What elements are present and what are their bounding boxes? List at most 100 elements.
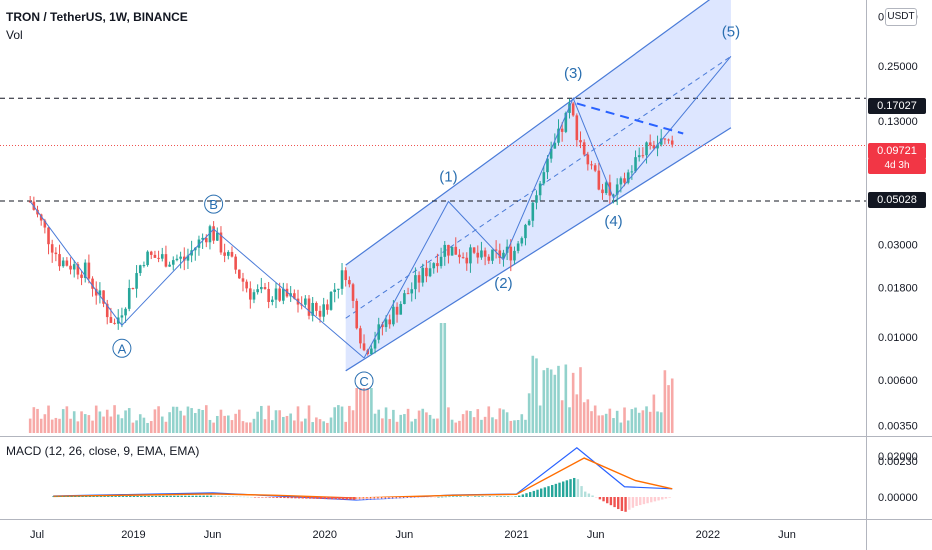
volume-bar bbox=[61, 409, 65, 433]
macd-histogram-bar bbox=[184, 495, 187, 497]
macd-histogram-bar bbox=[562, 481, 565, 497]
macd-histogram-bar bbox=[217, 495, 220, 497]
macd-histogram-bar bbox=[558, 482, 561, 497]
candle-body bbox=[381, 324, 384, 328]
candle-body bbox=[659, 138, 663, 145]
candle-body bbox=[182, 256, 186, 261]
macd-histogram-bar bbox=[242, 496, 246, 498]
volume-bar bbox=[480, 419, 483, 433]
candle-body bbox=[395, 306, 399, 315]
candle-body bbox=[549, 148, 553, 159]
macd-histogram-bar bbox=[224, 496, 227, 497]
volume-bar bbox=[373, 413, 377, 433]
volume-bar bbox=[245, 422, 248, 433]
macd-histogram-bar bbox=[400, 497, 403, 499]
volume-bar bbox=[146, 422, 149, 433]
macd-histogram-bar bbox=[283, 497, 286, 499]
macd-indicator-label[interactable]: MACD (12, 26, close, 9, EMA, EMA) bbox=[6, 444, 200, 458]
candle-body bbox=[516, 243, 520, 251]
macd-histogram-bar bbox=[55, 496, 59, 497]
macd-histogram-bar bbox=[639, 497, 642, 506]
macd-histogram-bar bbox=[316, 497, 319, 499]
resistance-dashed-line bbox=[576, 102, 684, 135]
candle-body bbox=[428, 268, 432, 277]
wave-label: C bbox=[359, 374, 368, 389]
candle-body bbox=[351, 284, 355, 301]
macd-histogram-bar bbox=[96, 496, 99, 497]
candle-body bbox=[630, 171, 634, 173]
candle-body bbox=[480, 250, 483, 258]
candle-body bbox=[604, 182, 608, 194]
candle-body bbox=[138, 265, 142, 274]
volume-bar bbox=[208, 419, 212, 433]
macd-histogram-bar bbox=[462, 496, 466, 497]
macd-histogram-bar bbox=[52, 496, 55, 497]
macd-histogram-bar bbox=[528, 492, 532, 497]
macd-histogram-bar bbox=[668, 497, 671, 498]
macd-histogram-bar bbox=[506, 496, 510, 497]
volume-bar bbox=[652, 394, 656, 433]
currency-button[interactable]: USDT bbox=[885, 8, 917, 26]
macd-histogram-bar bbox=[429, 497, 433, 498]
volume-bar bbox=[278, 410, 281, 433]
volume-bar bbox=[149, 421, 153, 433]
candle-body bbox=[168, 264, 171, 267]
macd-histogram-bar bbox=[576, 479, 580, 497]
volume-bar bbox=[568, 407, 571, 433]
volume-bar bbox=[590, 411, 593, 433]
volume-bar bbox=[267, 405, 270, 433]
volume-bar bbox=[648, 411, 652, 433]
macd-histogram-bar bbox=[407, 497, 411, 498]
volume-bar bbox=[362, 388, 366, 433]
candle-body bbox=[226, 251, 230, 256]
candle-body bbox=[263, 287, 267, 289]
volume-bar bbox=[329, 417, 333, 433]
macd-histogram-bar bbox=[404, 497, 407, 499]
macd-histogram-bar bbox=[393, 497, 396, 499]
macd-histogram-bar bbox=[323, 497, 326, 500]
candle-body bbox=[619, 178, 623, 185]
candle-body bbox=[637, 155, 641, 158]
volume-bar bbox=[300, 421, 303, 433]
candle-body bbox=[127, 288, 131, 309]
volume-bar bbox=[204, 405, 208, 433]
candle-body bbox=[149, 251, 153, 255]
macd-histogram-bar bbox=[286, 497, 290, 499]
volume-bar bbox=[645, 406, 648, 433]
macd-histogram-bar bbox=[477, 496, 481, 497]
candle-body bbox=[293, 293, 296, 299]
volume-bar bbox=[105, 409, 109, 433]
candle-body bbox=[399, 304, 403, 315]
macd-histogram-bar bbox=[239, 496, 242, 498]
volume-bar bbox=[527, 393, 531, 433]
macd-histogram-bar bbox=[635, 497, 638, 507]
macd-histogram-bar bbox=[246, 496, 249, 498]
candle-body bbox=[641, 155, 645, 157]
macd-histogram-bar bbox=[118, 496, 121, 497]
macd-histogram-bar bbox=[187, 495, 191, 497]
candle-body bbox=[204, 237, 208, 243]
volume-bar bbox=[135, 420, 138, 433]
macd-histogram-bar bbox=[646, 497, 649, 504]
candle-body bbox=[538, 183, 542, 196]
candle-body bbox=[83, 262, 87, 278]
candle-body bbox=[417, 275, 421, 283]
time-tick-label: Jun bbox=[396, 529, 414, 541]
volume-indicator-label[interactable]: Vol bbox=[6, 28, 23, 42]
macd-histogram-bar bbox=[437, 496, 440, 498]
volume-bar bbox=[326, 422, 329, 433]
candle-body bbox=[153, 254, 157, 258]
macd-histogram-bar bbox=[70, 496, 73, 497]
candle-body bbox=[223, 252, 226, 256]
macd-histogram-bar bbox=[451, 496, 455, 497]
volume-bar bbox=[487, 406, 491, 433]
price-tick-label: 0.25000 bbox=[878, 61, 918, 73]
volume-bar bbox=[249, 422, 252, 433]
candle-body bbox=[439, 256, 443, 267]
candle-body bbox=[102, 290, 105, 304]
volume-bar bbox=[348, 405, 351, 433]
candle-body bbox=[208, 226, 212, 243]
volume-bar bbox=[557, 365, 560, 433]
volume-bar bbox=[91, 420, 94, 433]
